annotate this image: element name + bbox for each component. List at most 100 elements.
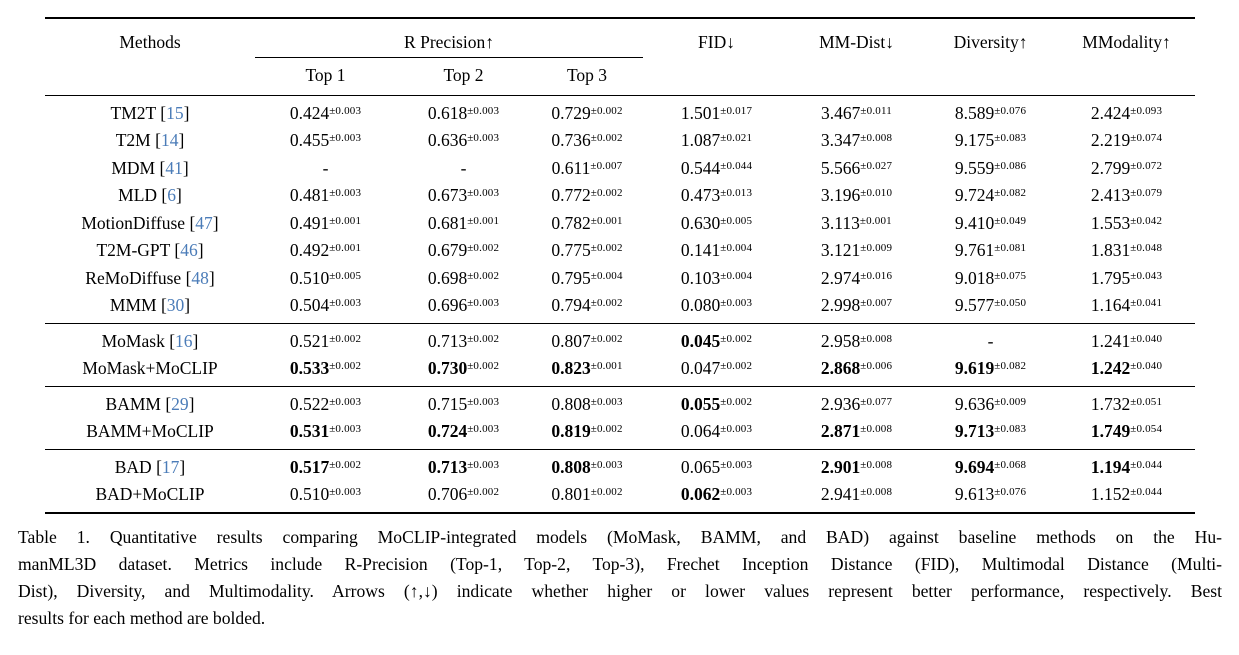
cite-bracket: [ <box>170 240 181 260</box>
metric-error: ±0.002 <box>590 297 623 309</box>
citation-link[interactable]: 41 <box>165 157 183 178</box>
metric-error: ±0.002 <box>329 458 362 471</box>
metric-error: ±0.003 <box>329 187 362 199</box>
metric-error: ±0.003 <box>590 458 623 471</box>
metric-error: ±0.009 <box>860 242 893 254</box>
metric-error: ±0.007 <box>860 297 893 309</box>
method-label: MoMask <box>101 330 165 351</box>
metric-error: ±0.009 <box>994 395 1027 408</box>
metric-value: 0.807 <box>551 330 591 351</box>
metric-error: ±0.044 <box>1130 486 1163 498</box>
cell-top1: - <box>255 155 396 183</box>
metric-value: 0.673 <box>427 185 468 205</box>
cell-top1: 0.492±0.001 <box>255 237 396 265</box>
table-row: BAD [17] 0.517±0.002 0.713±0.003 0.808±0.00… <box>45 450 1195 482</box>
citation-link[interactable]: 15 <box>166 102 184 123</box>
metric-error: ±0.003 <box>467 395 500 408</box>
metric-value: 1.732 <box>1090 393 1131 414</box>
metric-error: ±0.011 <box>860 104 893 117</box>
metric-error: ±0.002 <box>590 486 623 498</box>
metric-value: 3.347 <box>820 130 861 150</box>
metric-error: ±0.002 <box>720 360 753 372</box>
metric-value: 0.782 <box>551 212 591 233</box>
metric-value: 0.795 <box>551 267 591 288</box>
method-label: BAMM <box>105 393 161 414</box>
cell-fid: 0.045±0.002 <box>643 324 790 356</box>
citation-link[interactable]: 14 <box>160 130 179 150</box>
metric-value: 0.504 <box>289 295 330 315</box>
col-header-r-precision: R Precision↑ <box>255 18 644 58</box>
col-header-top3: Top 3 <box>566 65 608 85</box>
metric-value: 1.152 <box>1090 484 1131 504</box>
metric-value: - <box>987 330 994 351</box>
cell-mm_dist: 3.196±0.010 <box>790 182 923 210</box>
citation-link[interactable]: 30 <box>166 295 185 315</box>
metric-value: 2.941 <box>820 484 861 504</box>
cell-mm_dist: 3.121±0.009 <box>790 237 923 265</box>
metric-value: 9.613 <box>954 484 995 504</box>
caption-line: Table 1. Quantitative results comparing … <box>18 527 1222 547</box>
cell-top1: 0.510±0.003 <box>255 481 396 513</box>
cell-mmodality: 1.241±0.040 <box>1058 324 1195 356</box>
cell-top2: 0.730±0.002 <box>396 355 531 387</box>
metric-error: ±0.003 <box>329 423 362 435</box>
method-label: MotionDiffuse <box>81 212 186 233</box>
cell-mmodality: 2.219±0.074 <box>1058 127 1195 155</box>
method-label: MLD <box>118 185 158 205</box>
cell-top2: 0.706±0.002 <box>396 481 531 513</box>
metric-error: ±0.003 <box>467 458 500 471</box>
cell-diversity: 9.724±0.082 <box>923 182 1058 210</box>
metric-value: 2.901 <box>820 456 861 477</box>
cell-top3: 0.801±0.002 <box>531 481 643 513</box>
metric-value: 0.531 <box>289 421 330 441</box>
metric-error: ±0.003 <box>720 486 753 498</box>
metric-value: 0.522 <box>289 393 330 414</box>
citation-link[interactable]: 6 <box>167 185 176 205</box>
metric-value: 0.517 <box>289 456 330 477</box>
metric-value: 0.706 <box>427 484 468 504</box>
cell-fid: 0.047±0.002 <box>643 355 790 387</box>
citation-link[interactable]: 47 <box>195 212 213 233</box>
cell-diversity: 9.175±0.083 <box>923 127 1058 155</box>
metric-error: ±0.003 <box>467 132 500 144</box>
citation-link[interactable]: 16 <box>175 330 193 351</box>
cell-diversity: 9.577±0.050 <box>923 292 1058 324</box>
metric-error: ±0.049 <box>994 214 1027 227</box>
citation-link[interactable]: 46 <box>180 240 198 260</box>
cell-top3: 0.795±0.004 <box>531 265 643 293</box>
cell-top3: 0.611±0.007 <box>531 155 643 183</box>
metric-value: 3.196 <box>820 185 861 205</box>
metric-value: 0.521 <box>289 330 330 351</box>
table-row: MMM [30] 0.504±0.003 0.696±0.003 0.794±0.00… <box>45 292 1195 324</box>
cell-mmodality: 2.413±0.079 <box>1058 182 1195 210</box>
col-header-mm-dist: MM-Dist↓ <box>819 32 894 52</box>
metric-error: ±0.003 <box>467 104 500 117</box>
cell-mm_dist: 2.901±0.008 <box>790 450 923 482</box>
metric-error: ±0.076 <box>994 104 1027 117</box>
cell-top2: 0.713±0.002 <box>396 324 531 356</box>
method-name: BAD+MoCLIP <box>45 481 255 513</box>
cell-fid: 1.501±0.017 <box>643 96 790 128</box>
method-name: T2M [14] <box>45 127 255 155</box>
cell-top1: 0.424±0.003 <box>255 96 396 128</box>
metric-error: ±0.003 <box>467 423 500 435</box>
metric-value: 2.424 <box>1090 102 1131 123</box>
citation-link[interactable]: 17 <box>161 456 180 477</box>
metric-error: ±0.082 <box>994 187 1027 199</box>
metric-value: 9.018 <box>954 267 995 288</box>
citation-link[interactable]: 48 <box>191 267 209 288</box>
table-row: MDM [41] - -0.611±0.007 0.544±0.044 5.566±0.… <box>45 155 1195 183</box>
cell-mm_dist: 3.113±0.001 <box>790 210 923 238</box>
metric-error: ±0.003 <box>590 395 623 408</box>
cell-top3: 0.819±0.002 <box>531 418 643 450</box>
cite-bracket: [ <box>150 130 161 150</box>
cell-top2: 0.715±0.003 <box>396 387 531 419</box>
metric-value: 9.175 <box>954 130 995 150</box>
citation-link[interactable]: 29 <box>171 393 189 414</box>
cell-mmodality: 2.799±0.072 <box>1058 155 1195 183</box>
method-label: BAD+MoCLIP <box>95 484 205 504</box>
cell-top3: 0.808±0.003 <box>531 450 643 482</box>
cite-bracket: [ <box>156 295 167 315</box>
table-caption: Table 1. Quantitative results comparing … <box>18 524 1222 632</box>
method-name: MLD [6] <box>45 182 255 210</box>
